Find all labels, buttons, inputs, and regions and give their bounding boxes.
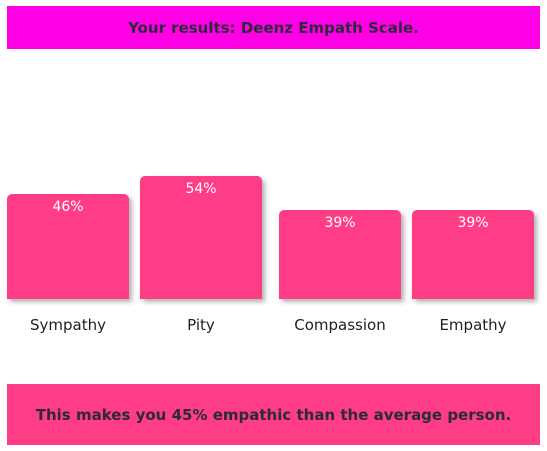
bar-sympathy xyxy=(7,194,129,299)
bar-value-label-pity: 54% xyxy=(185,181,217,197)
results-title: Your results: Deenz Empath Scale. xyxy=(128,18,419,37)
bar-value-label-compassion: 39% xyxy=(324,215,356,231)
results-summary-text: This makes you 45% empathic than the ave… xyxy=(35,405,512,424)
category-label-empathy: Empathy xyxy=(439,316,507,334)
results-header: Your results: Deenz Empath Scale. xyxy=(7,6,540,49)
results-summary-banner: This makes you 45% empathic than the ave… xyxy=(7,384,540,445)
bar-empathy xyxy=(412,210,534,299)
category-label-pity: Pity xyxy=(187,316,215,334)
category-label-compassion: Compassion xyxy=(294,316,386,334)
bar-compassion xyxy=(279,210,401,299)
bar-value-label-sympathy: 46% xyxy=(52,199,84,215)
category-label-sympathy: Sympathy xyxy=(30,316,106,334)
bar-pity xyxy=(140,176,262,299)
bar-value-label-empathy: 39% xyxy=(457,215,489,231)
